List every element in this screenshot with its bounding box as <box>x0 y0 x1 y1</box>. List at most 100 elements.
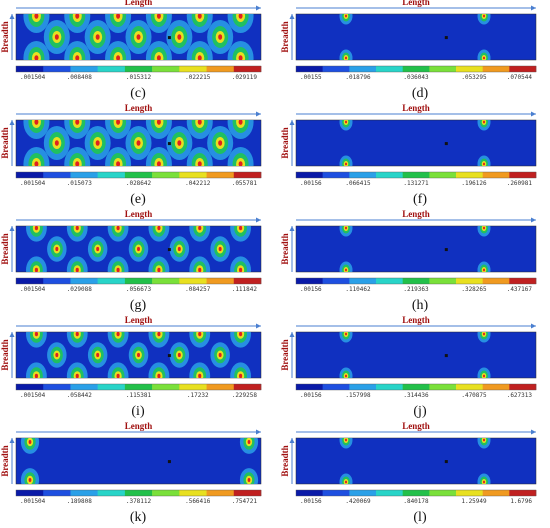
hotspots <box>339 332 491 378</box>
legend-swatch <box>97 384 126 390</box>
legend-swatch <box>402 172 430 178</box>
hotspot <box>47 342 67 368</box>
contour-field <box>295 437 537 485</box>
contour-field <box>295 119 537 167</box>
legend-swatch <box>482 66 510 72</box>
legend-swatch <box>402 278 430 284</box>
contour-plot-c: Length Breadth .001504 .008408 .015312 .02221… <box>0 0 262 81</box>
breadth-label: Breadth <box>280 339 290 370</box>
hotspot <box>339 49 353 60</box>
hotspot <box>210 342 230 368</box>
legend-tick-label: .066415 <box>345 180 371 187</box>
legend-swatch <box>429 490 457 496</box>
node-marker <box>167 142 171 146</box>
legend-swatch <box>124 66 153 72</box>
color-legend <box>295 277 537 285</box>
breadth-label: Breadth <box>0 127 10 158</box>
legend-swatch <box>456 490 483 496</box>
panel-label-l: (l) <box>413 510 427 525</box>
length-label: Length <box>125 315 153 325</box>
length-label: Length <box>125 0 153 7</box>
legend-swatch <box>349 278 377 284</box>
hotspot <box>26 332 47 348</box>
legend-swatch <box>429 278 457 284</box>
hotspot <box>339 367 353 378</box>
panel-d: Length Breadth .00155 .018796 .036043 .053295… <box>280 0 550 101</box>
hotspot <box>47 236 67 262</box>
legend-swatch <box>97 490 126 496</box>
color-legend <box>295 65 537 73</box>
legend-swatch <box>16 278 44 284</box>
length-label: Length <box>125 421 153 431</box>
legend-swatch <box>376 66 403 72</box>
legend-tick-label: 1.25949 <box>461 498 487 505</box>
legend-swatch <box>456 172 483 178</box>
contour-plot-i: Length Breadth .001504 .058442 .115381 .17232… <box>0 315 262 399</box>
legend-tick-label: .036043 <box>403 74 429 81</box>
legend-swatch <box>509 384 537 390</box>
hotspot <box>43 20 70 54</box>
hotspot <box>339 473 353 484</box>
legend-tick-label: .029119 <box>232 74 258 81</box>
legend-swatch <box>296 172 323 178</box>
color-legend <box>15 383 262 391</box>
legend-tick-label: .001504 <box>20 74 46 81</box>
legend-swatch <box>376 490 403 496</box>
legend-tick-label: .627313 <box>507 392 533 399</box>
legend-tick-label: .328265 <box>461 286 487 293</box>
panel-f: Length Breadth .00156 .066415 .131271 .196126… <box>280 103 550 207</box>
contour-plot-f: Length Breadth .00156 .066415 .131271 .196126… <box>280 103 537 187</box>
contour-plot-d: Length Breadth .00155 .018796 .036043 .053295… <box>280 0 537 81</box>
legend-swatch <box>124 384 153 390</box>
length-label: Length <box>402 103 430 113</box>
legend-tick-label: .008408 <box>67 74 93 81</box>
legend-swatch <box>43 384 71 390</box>
legend-swatch <box>97 66 126 72</box>
legend-swatch <box>376 384 403 390</box>
hotspots <box>339 14 491 60</box>
legend-tick-label: .015073 <box>67 180 93 187</box>
length-label: Length <box>402 0 430 7</box>
length-arrowhead <box>531 217 536 223</box>
legend-swatch <box>322 490 350 496</box>
breadth-arrowhead <box>9 120 15 125</box>
legend-tick-label: .110462 <box>345 286 371 293</box>
legend-swatch <box>349 66 377 72</box>
legend-swatch <box>322 278 350 284</box>
hotspot <box>477 226 491 237</box>
legend-tick-label: .015312 <box>126 74 152 81</box>
hotspot <box>169 236 190 262</box>
breadth-arrowhead <box>9 332 15 337</box>
legend-swatch <box>179 66 207 72</box>
hotspot <box>477 155 491 166</box>
hotspots <box>26 226 251 272</box>
hotspots <box>26 332 251 378</box>
hotspot <box>148 256 170 272</box>
legend-tick-label: .157998 <box>345 392 371 399</box>
breadth-arrowhead <box>9 226 15 231</box>
hotspot <box>26 362 47 378</box>
hotspot <box>64 147 91 166</box>
contour-plot-h: Length Breadth .00156 .110462 .219363 .328265… <box>280 209 537 293</box>
hotspot <box>186 147 213 166</box>
hotspot <box>23 147 50 166</box>
legend-swatch <box>509 278 537 284</box>
hotspot <box>477 14 491 25</box>
legend-tick-label: .00156 <box>300 392 322 399</box>
legend-swatch <box>16 490 44 496</box>
legend-swatch <box>233 172 262 178</box>
legend-swatch <box>482 172 510 178</box>
legend-swatch <box>402 490 430 496</box>
legend-tick-label: .115381 <box>126 392 152 399</box>
hotspots <box>339 438 491 484</box>
hotspot <box>148 226 170 242</box>
legend-swatch <box>70 172 98 178</box>
legend-tick-label: .229258 <box>232 392 258 399</box>
hotspots <box>23 14 254 60</box>
hotspot <box>339 14 353 25</box>
hotspot <box>145 120 172 139</box>
legend-tick-label: .056673 <box>126 286 152 293</box>
legend-swatch <box>233 66 262 72</box>
hotspot <box>230 362 251 378</box>
legend-swatch <box>124 172 153 178</box>
